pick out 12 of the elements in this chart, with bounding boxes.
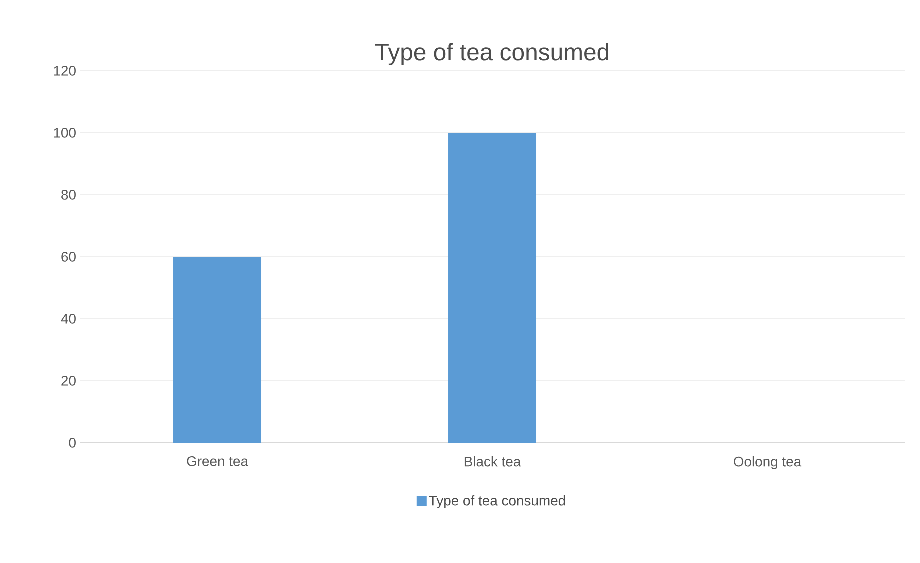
y-tick-label: 100 [54, 128, 76, 138]
y-tick-label: 20 [62, 376, 76, 386]
y-tick-label: 80 [62, 190, 76, 200]
y-tick-label: 120 [54, 66, 76, 76]
y-tick-label: 40 [61, 314, 76, 324]
x-tick-label: Green tea [187, 456, 249, 466]
y-tick-label: 0 [69, 438, 76, 448]
legend-label: Type of tea consumed [429, 496, 566, 509]
chart-title: Type of tea consumed [375, 43, 609, 66]
x-tick-label: Black tea [464, 456, 522, 467]
x-tick-label: Oolong tea [734, 456, 802, 470]
y-tick-label: 60 [62, 252, 76, 262]
